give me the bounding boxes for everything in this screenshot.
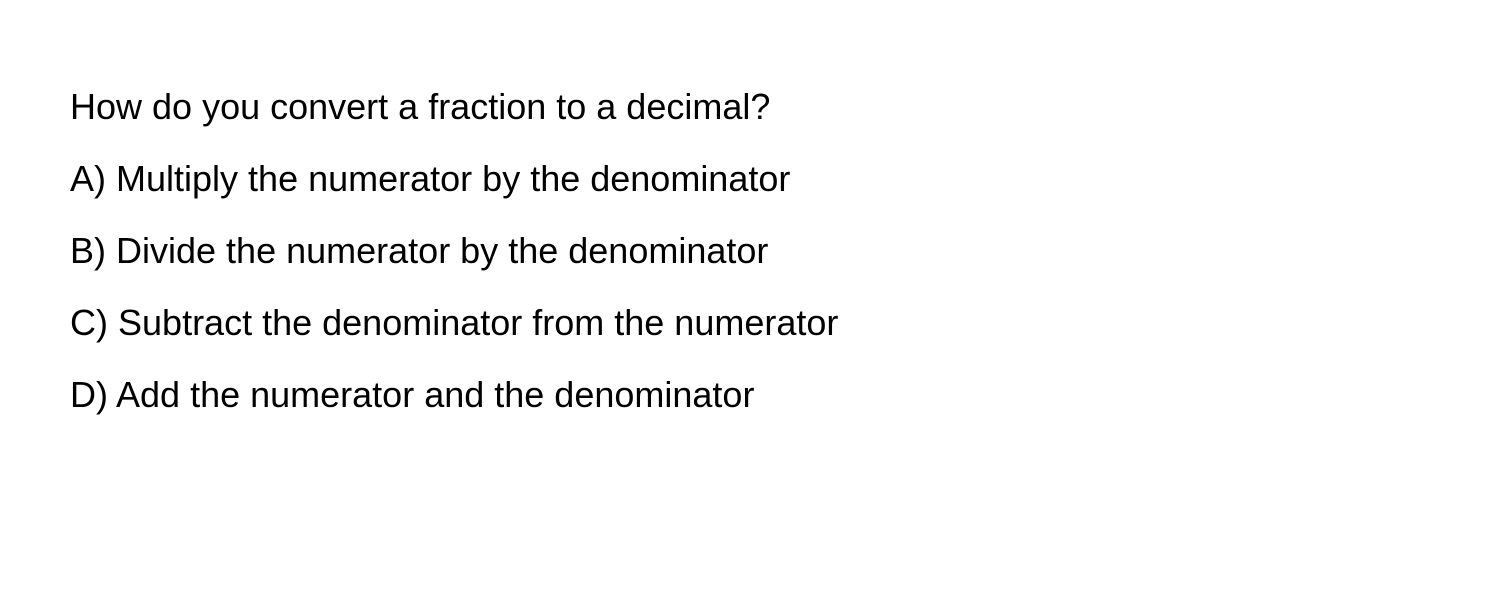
option-a-text: Multiply the numerator by the denominato… — [116, 158, 790, 199]
option-c: C) Subtract the denominator from the num… — [70, 296, 1430, 350]
option-a-label: A) — [70, 158, 106, 199]
option-c-text: Subtract the denominator from the numera… — [118, 302, 838, 343]
question-text: How do you convert a fraction to a decim… — [70, 80, 1430, 134]
option-a: A) Multiply the numerator by the denomin… — [70, 152, 1430, 206]
option-b: B) Divide the numerator by the denominat… — [70, 224, 1430, 278]
option-d: D) Add the numerator and the denominator — [70, 368, 1430, 422]
option-b-text: Divide the numerator by the denominator — [116, 230, 768, 271]
option-d-text: Add the numerator and the denominator — [116, 374, 754, 415]
option-b-label: B) — [70, 230, 106, 271]
option-c-label: C) — [70, 302, 108, 343]
option-d-label: D) — [70, 374, 108, 415]
